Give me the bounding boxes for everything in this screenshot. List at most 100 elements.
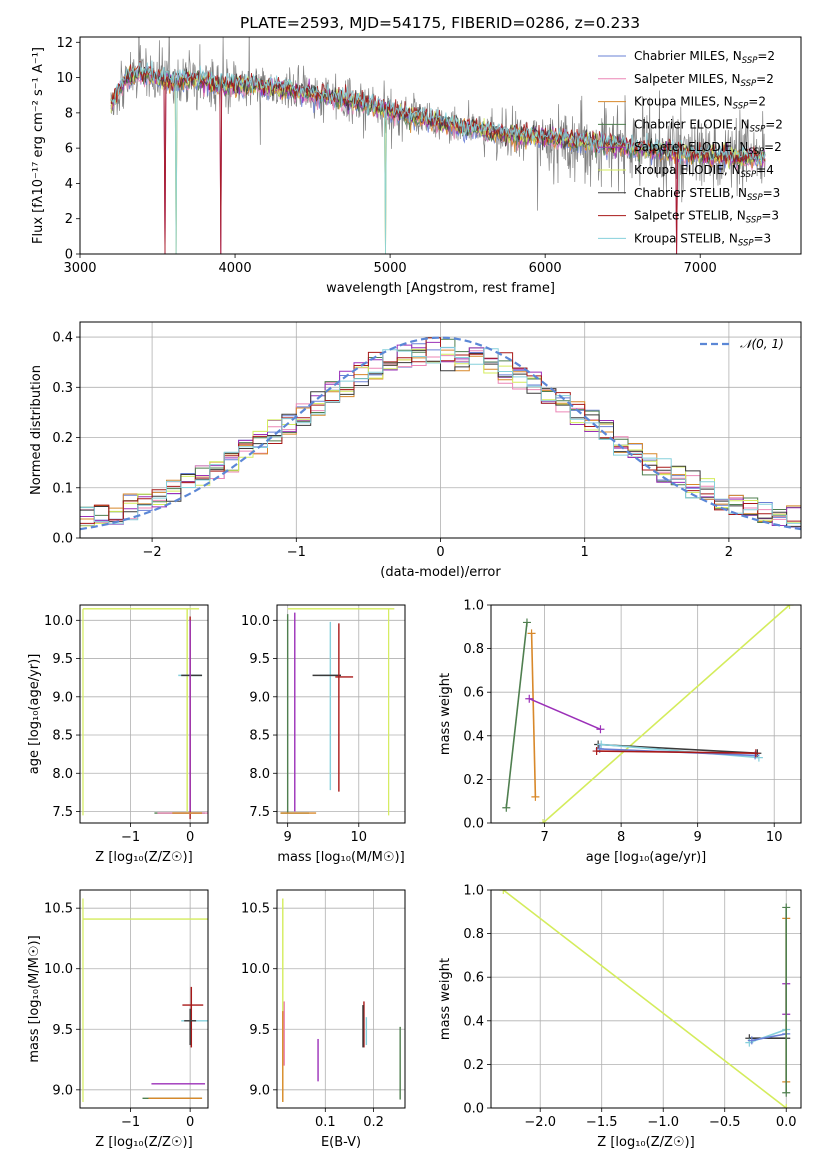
- y-tick-label: 6: [65, 142, 73, 157]
- ticks: 0.1 0.2 9.0 9.5 10.0 10.5: [241, 902, 384, 1130]
- y-tick-label: 9.0: [52, 1083, 73, 1098]
- y-tick-label: 4: [65, 177, 73, 192]
- y-tick-label: 0.4: [463, 729, 484, 744]
- plot-area: [82, 898, 208, 1102]
- ticks: 7 8 9 10 0.0 0.2 0.4 0.6 0.8 1.0: [463, 599, 782, 846]
- x-tick-label: −1: [121, 830, 140, 845]
- y-tick-label: 9.5: [249, 1023, 270, 1038]
- grid: [277, 605, 405, 823]
- plot-area: [282, 898, 401, 1102]
- legend-label: Kroupa STELIB, NSSP=3: [634, 231, 771, 248]
- x-tick-label: 0.2: [363, 1115, 384, 1130]
- y-tick-label: 8.5: [249, 729, 270, 744]
- legend-label: Chabrier MILES, NSSP=2: [634, 49, 775, 66]
- x-tick-label: 9: [694, 830, 702, 845]
- series-kroupa-miles: [527, 629, 540, 801]
- panel-weight-vs-Z: −2.0 −1.5 −1.0 −0.5 0.0 0.0 0.2 0.4 0.6 0.8 1.0 Z […: [438, 884, 802, 1150]
- y-tick-label: 0.0: [463, 1102, 484, 1117]
- ticks: 9 10 7.5 8.0 8.5 9.0 9.5 10.0: [241, 614, 367, 845]
- plot-area: [499, 890, 791, 1108]
- data-point: [751, 749, 760, 758]
- legend-label: Salpeter STELIB, NSSP=3: [634, 209, 779, 226]
- x-axis-label: Z [log₁₀(Z/Z☉)]: [95, 1135, 192, 1150]
- y-tick-label: 1.0: [463, 599, 484, 614]
- axes-frame: [79, 36, 802, 255]
- y-tick-label: 0.4: [52, 331, 73, 346]
- data-point: [502, 803, 511, 812]
- data-point: [782, 1088, 791, 1097]
- y-axis-label: mass weight: [438, 673, 453, 755]
- plot-area: [110, 37, 766, 254]
- y-tick-label: 10.0: [44, 614, 73, 629]
- legend: Chabrier MILES, NSSP=2 Salpeter MILES, NS…: [598, 49, 783, 248]
- series-kroupa-elodie: [539, 605, 794, 823]
- model-spectrum-2: [110, 65, 766, 254]
- x-tick-label: −1: [287, 545, 306, 560]
- normal-reference-curve: [80, 336, 801, 531]
- x-tick-label: 0: [436, 545, 444, 560]
- axes-frame: [276, 889, 406, 1109]
- x-tick-label: 0: [186, 830, 194, 845]
- data-point: [592, 747, 601, 756]
- y-tick-label: 0.8: [463, 642, 484, 657]
- x-tick-label: 10: [766, 830, 783, 845]
- legend: 𝒩(0, 1): [700, 337, 784, 351]
- legend-label: Chabrier ELODIE, NSSP=2: [634, 117, 783, 134]
- x-tick-label: 0: [186, 1115, 194, 1130]
- x-tick-label: 3000: [63, 261, 96, 276]
- axes-frame: [490, 889, 802, 1109]
- y-tick-label: 0.1: [52, 481, 73, 496]
- plot-area: [80, 336, 801, 531]
- y-tick-label: 9.0: [52, 690, 73, 705]
- x-tick-label: 10: [351, 830, 368, 845]
- axes-frame: [490, 604, 802, 824]
- y-tick-label: 9.0: [249, 1083, 270, 1098]
- y-tick-label: 7.5: [52, 805, 73, 820]
- legend-label: Kroupa ELODIE, NSSP=4: [634, 163, 774, 180]
- y-tick-label: 7.5: [249, 805, 270, 820]
- grid: [80, 890, 208, 1108]
- plot-area: [82, 608, 208, 820]
- data-point: [525, 694, 534, 703]
- series-chabrier-elodie: [782, 903, 791, 1097]
- y-tick-label: 9.5: [52, 652, 73, 667]
- y-tick-label: 2: [65, 212, 73, 227]
- point-Chabrier STELIB, N_SSP=3: [184, 1008, 197, 1046]
- x-tick-label: 8: [617, 830, 625, 845]
- legend-label: 𝒩(0, 1): [740, 337, 784, 351]
- y-tick-label: 8: [65, 106, 73, 121]
- x-tick-label: −1.5: [586, 1115, 618, 1130]
- x-tick-label: 7000: [684, 261, 717, 276]
- series-chabrier-miles: [747, 1029, 791, 1045]
- ticks: −2.0 −1.5 −1.0 −0.5 0.0 0.0 0.2 0.4 0.6 0.8 1.0: [463, 884, 796, 1131]
- series-kroupa-elodie: [499, 890, 791, 1108]
- panel-age-vs-mass: 9 10 7.5 8.0 8.5 9.0 9.5 10.0 mass [log₁₀(M/M☉)]: [241, 604, 406, 865]
- ticks: 3000 4000 5000 6000 7000 0 2 4 6 8 10 12: [56, 36, 716, 276]
- x-tick-label: 7: [540, 830, 548, 845]
- y-tick-label: 9.5: [52, 1023, 73, 1038]
- histogram-6: [80, 349, 801, 527]
- y-tick-label: 0.6: [463, 971, 484, 986]
- ticks: −1 0 7.5 8.0 8.5 9.0 9.5 10.0: [44, 614, 194, 845]
- panel-age-vs-Z: −1 0 7.5 8.0 8.5 9.0 9.5 10.0 Z [log₁₀(Z/Z☉)] age…: [27, 604, 209, 865]
- y-tick-label: 12: [56, 36, 73, 51]
- y-axis-label: age [log₁₀(age/yr)]: [27, 654, 42, 775]
- data-point: [499, 890, 508, 894]
- ticks: −2 −1 0 1 2 0.0 0.1 0.2 0.3 0.4: [52, 331, 733, 560]
- grid: [277, 890, 405, 1108]
- legend-label: Salpeter ELODIE, NSSP=2: [634, 140, 782, 157]
- y-axis-label: mass weight: [438, 958, 453, 1040]
- plot-area: [280, 608, 395, 816]
- axes-frame: [79, 321, 802, 539]
- x-tick-label: −0.5: [709, 1115, 741, 1130]
- series-line: [601, 743, 759, 759]
- x-tick-label: −1: [121, 1115, 140, 1130]
- y-axis-label: mass [log₁₀(M/M☉)]: [27, 935, 42, 1062]
- y-tick-label: 10.0: [44, 962, 73, 977]
- x-tick-label: 9: [284, 830, 292, 845]
- axes-frame: [276, 604, 406, 824]
- x-axis-label: age [log₁₀(age/yr)]: [586, 850, 707, 865]
- axes-frame: [79, 604, 209, 824]
- data-point: [782, 903, 791, 912]
- x-tick-label: −1.0: [647, 1115, 679, 1130]
